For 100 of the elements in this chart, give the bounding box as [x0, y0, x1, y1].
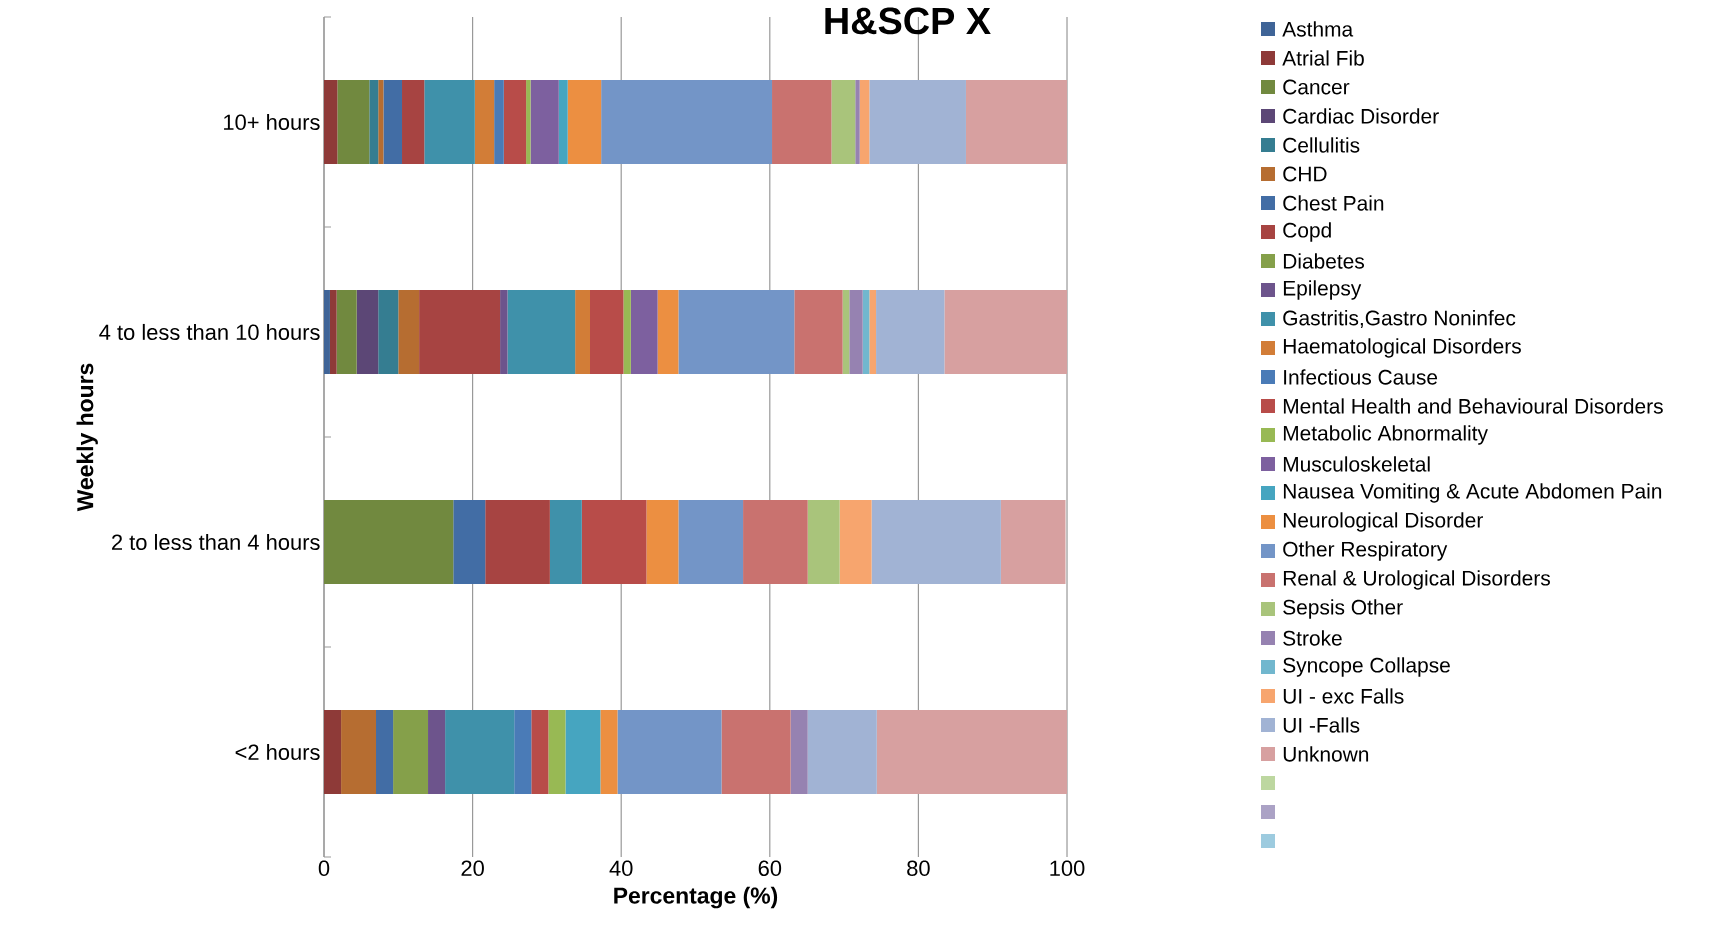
bar — [849, 289, 863, 374]
bar — [876, 289, 945, 374]
legend-label: Chest Pain — [1283, 195, 1384, 211]
bar — [839, 499, 872, 584]
bar — [424, 79, 475, 164]
x-tick-label: 20 — [461, 860, 484, 877]
legend-label: CHD — [1283, 166, 1327, 182]
y-axis-title: Weekly hours — [76, 363, 98, 512]
x-tick-label: 0 — [318, 860, 330, 877]
legend-label: Other Respiratory — [1283, 541, 1448, 561]
bar — [494, 79, 504, 164]
bar — [944, 289, 1068, 374]
y-tick-label: 2 to less than 4 hours — [112, 533, 320, 551]
x-tick-label: 80 — [907, 860, 930, 877]
bar — [337, 79, 370, 164]
bar — [657, 289, 679, 374]
bar — [378, 289, 399, 374]
bar — [807, 499, 840, 584]
bar — [558, 79, 568, 164]
bar — [549, 499, 582, 584]
legend-label: Musculoskeletal — [1283, 456, 1430, 472]
legend-label: UI - exc Falls — [1283, 688, 1404, 704]
bar — [831, 79, 856, 164]
bar — [329, 289, 337, 374]
legend-label: Haematological Disorders — [1283, 338, 1521, 358]
bar — [1000, 499, 1066, 584]
bar — [965, 79, 1068, 164]
y-tick-label: 10+ hours — [224, 113, 320, 131]
bar — [383, 79, 403, 164]
bar — [500, 289, 508, 374]
bar — [869, 289, 877, 374]
bar — [859, 79, 870, 164]
bar — [743, 499, 808, 584]
bar — [842, 289, 850, 374]
legend-label: Renal & Urological Disorders — [1283, 570, 1550, 590]
legend-label: Neurological Disorder — [1283, 512, 1483, 532]
bar — [581, 499, 647, 584]
legend-label: Cellulitis — [1283, 137, 1360, 153]
bar — [601, 79, 773, 164]
bar — [419, 289, 501, 374]
legend-label: Atrial Fib — [1282, 50, 1364, 66]
legend-label: Mental Health and Behavioural Disorders — [1283, 398, 1663, 414]
bar — [376, 709, 394, 794]
bar — [590, 289, 624, 374]
legend-label: Cancer — [1283, 79, 1350, 95]
legend-label: Diabetes — [1283, 253, 1365, 269]
bar — [600, 709, 618, 794]
bar — [324, 289, 330, 374]
bar — [575, 289, 590, 374]
bar — [565, 709, 601, 794]
bar — [393, 709, 429, 794]
legend-label: Epilepsy — [1283, 280, 1362, 300]
x-axis-title: Percentage (%) — [614, 886, 778, 909]
legend-label: Stroke — [1283, 630, 1342, 646]
bar — [678, 289, 795, 374]
bar — [871, 499, 1001, 584]
bar — [617, 709, 722, 794]
bar — [548, 709, 566, 794]
bar — [794, 289, 843, 374]
bar — [721, 709, 791, 794]
bar — [869, 79, 966, 164]
bar — [790, 709, 808, 794]
legend-label: Infectious Cause — [1284, 369, 1438, 385]
bar — [531, 709, 549, 794]
bar — [398, 289, 420, 374]
bar — [876, 709, 1068, 794]
legend-label: Unknown — [1283, 746, 1369, 762]
legend-label: Metabolic Abnormality — [1283, 425, 1488, 445]
bar — [485, 499, 550, 584]
y-tick-label: <2 hours — [235, 743, 320, 761]
bar — [445, 709, 515, 794]
bar — [428, 709, 446, 794]
bar — [630, 289, 658, 374]
bar — [807, 709, 877, 794]
bar — [324, 709, 342, 794]
chart-title: H&SCP X — [825, 7, 991, 35]
bar — [324, 79, 338, 164]
bar — [453, 499, 486, 584]
bar — [567, 79, 602, 164]
x-tick-label: 100 — [1050, 860, 1085, 877]
bar — [341, 709, 377, 794]
bar — [862, 289, 870, 374]
legend-label: Syncope Collapse — [1283, 657, 1450, 677]
bar — [530, 79, 559, 164]
bar — [356, 289, 379, 374]
bar — [772, 79, 832, 164]
bar — [855, 79, 860, 164]
bar — [526, 79, 531, 164]
legend-label: UI -Falls — [1283, 717, 1360, 733]
y-tick-label: 4 to less than 10 hours — [99, 323, 320, 341]
legend-label: Copd — [1283, 222, 1331, 242]
bar — [623, 289, 631, 374]
legend-label: Sepsis Other — [1283, 599, 1403, 619]
bar — [336, 289, 357, 374]
bar — [514, 709, 532, 794]
bar — [646, 499, 679, 584]
bar — [369, 79, 379, 164]
bar — [402, 79, 425, 164]
bar — [507, 289, 576, 374]
legend-label: Cardiac Disorder — [1283, 108, 1439, 124]
